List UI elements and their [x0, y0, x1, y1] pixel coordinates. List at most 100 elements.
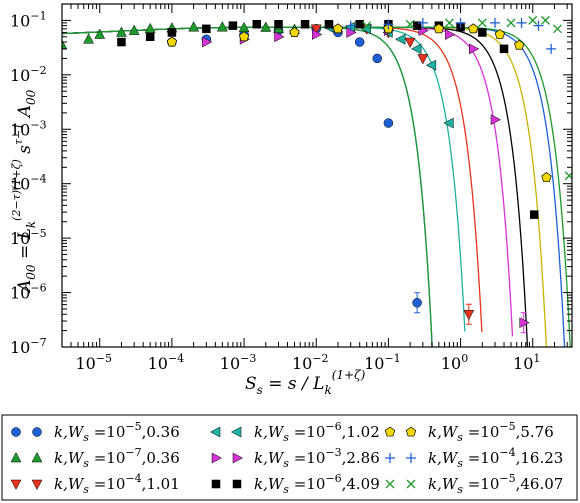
y-tick-label: 10−2	[10, 64, 47, 85]
y-tick-label: 10−1	[10, 9, 47, 30]
data-point-7-6	[533, 20, 544, 31]
data-point-0-7	[372, 53, 382, 64]
legend-marker	[211, 452, 223, 464]
data-point-4-2	[274, 31, 285, 43]
y-tick-label: 10−3	[10, 118, 47, 139]
x-tick-label: 10−2	[292, 352, 329, 373]
data-point-8-4	[506, 18, 516, 28]
legend-marker	[11, 427, 21, 437]
data-point-8-5	[528, 15, 538, 25]
data-point-5-4	[228, 21, 238, 30]
legend-label: k,Ws =10−5,0.36	[54, 420, 180, 444]
data-point-5-9	[355, 19, 364, 29]
data-point-5-6	[274, 19, 283, 29]
data-point-2-3	[404, 37, 416, 49]
legend: k,Ws =10−5,0.36 k,Ws =10−6,1.02 k,Ws =10−5…	[1, 414, 578, 501]
x-tick-label: 10−1	[364, 352, 401, 373]
fit-curve-1	[62, 26, 433, 347]
legend-label: k,Ws =10−4,1.01	[54, 472, 180, 496]
data-point-6-5	[433, 23, 445, 34]
axes: 10−5 10−4 10−3 10−2 10−1 100 101 10−7 10−6 10−5 10…	[10, 3, 573, 373]
data-point-4-3	[311, 29, 323, 40]
data-point-1-2	[94, 28, 106, 39]
data-point-7-5	[516, 17, 527, 28]
data-point-3-4	[395, 33, 406, 45]
data-point-6-0	[166, 36, 178, 47]
legend-marker	[385, 453, 395, 463]
y-tick-label: 10−6	[10, 282, 47, 303]
data-point-6-1	[238, 31, 250, 42]
x-tick-label: 10−3	[220, 352, 257, 373]
data-point-7-2	[417, 17, 428, 28]
data-point-5-14	[478, 28, 487, 37]
data-point-3-5	[411, 43, 422, 55]
legend-entry-8: k,Ws =10−5,46.07	[385, 472, 563, 496]
data-point-2-4	[417, 54, 429, 65]
data-point-6-7	[494, 29, 506, 39]
legend-marker	[406, 453, 416, 463]
x-tick-label: 10−5	[75, 352, 112, 373]
data-point-5-5	[252, 19, 262, 29]
data-point-7-7	[546, 43, 557, 54]
fit-curve-3	[62, 26, 466, 332]
data-point-5-16	[530, 210, 539, 219]
x-axis-title: Ss = s / Lk(1+ζ)	[245, 368, 366, 397]
data-point-5-15	[499, 44, 509, 54]
data-point-0-6	[354, 37, 365, 47]
data-point-6-6	[468, 23, 479, 34]
legend-label: k,Ws =10−6,4.09	[254, 472, 380, 496]
data-point-8-7	[552, 24, 562, 34]
data-point-1-3	[116, 26, 127, 37]
data-point-4-8	[469, 43, 480, 55]
legend-label: k,Ws =10−4,16.23	[428, 446, 563, 470]
data-point-6-9	[541, 172, 552, 182]
fit-curve-2	[62, 26, 483, 333]
fit-curve-5	[62, 26, 529, 347]
data-point-6-3	[332, 23, 344, 34]
data-point-1-4	[128, 24, 140, 35]
fit-curve-4	[62, 26, 514, 337]
legend-marker	[32, 427, 42, 437]
legend-marker	[31, 479, 43, 491]
fit-curve-6	[62, 26, 548, 347]
data-point-4-4	[346, 27, 357, 38]
legend-box	[1, 414, 578, 501]
data-point-1-7	[188, 21, 200, 32]
data-point-4-7	[445, 29, 456, 40]
data-point-1-8	[216, 21, 228, 32]
fit-curve-8	[62, 26, 571, 347]
legend-entry-4: k,Ws =10−3,2.86	[211, 446, 380, 470]
legend-label: k,Ws =10−5,5.76	[428, 420, 554, 444]
legend-marker	[405, 426, 417, 437]
data-point-4-0	[202, 36, 213, 48]
legend-marker	[230, 426, 242, 438]
legend-marker	[385, 479, 395, 489]
legend-label: k,Ws =10−5,46.07	[428, 472, 563, 496]
data-point-3-7	[443, 117, 454, 129]
data-markers	[62, 15, 572, 334]
data-point-8-2	[444, 18, 454, 28]
legend-marker	[209, 426, 221, 438]
legend-label: k,Ws =10−7,0.36	[54, 446, 180, 470]
data-point-6-8	[514, 39, 525, 50]
legend-marker	[406, 479, 416, 489]
fit-curve-7	[62, 26, 566, 347]
data-point-8-0	[362, 21, 372, 31]
plot-frame	[61, 3, 573, 348]
legend-entry-6: k,Ws =10−5,5.76	[384, 420, 554, 444]
legend-marker	[232, 452, 244, 464]
fit-curves	[62, 26, 571, 347]
legend-marker	[232, 479, 242, 489]
y-axis-title: A00 = Lk(2−τ)(1+ζ) sτ−1 A00	[10, 89, 38, 294]
data-point-0-9	[412, 297, 422, 308]
legend-entry-1: k,Ws =10−7,0.36	[10, 446, 180, 470]
legend-entry-2: k,Ws =10−4,1.01	[10, 472, 180, 496]
data-point-5-11	[412, 21, 422, 30]
data-point-5-8	[324, 19, 334, 29]
data-point-5-0	[117, 37, 126, 47]
data-point-1-5	[144, 22, 156, 34]
legend-entry-3: k,Ws =10−6,1.02	[209, 420, 380, 444]
y-tick-label: 10−7	[10, 336, 47, 357]
data-point-6-2	[289, 27, 300, 37]
